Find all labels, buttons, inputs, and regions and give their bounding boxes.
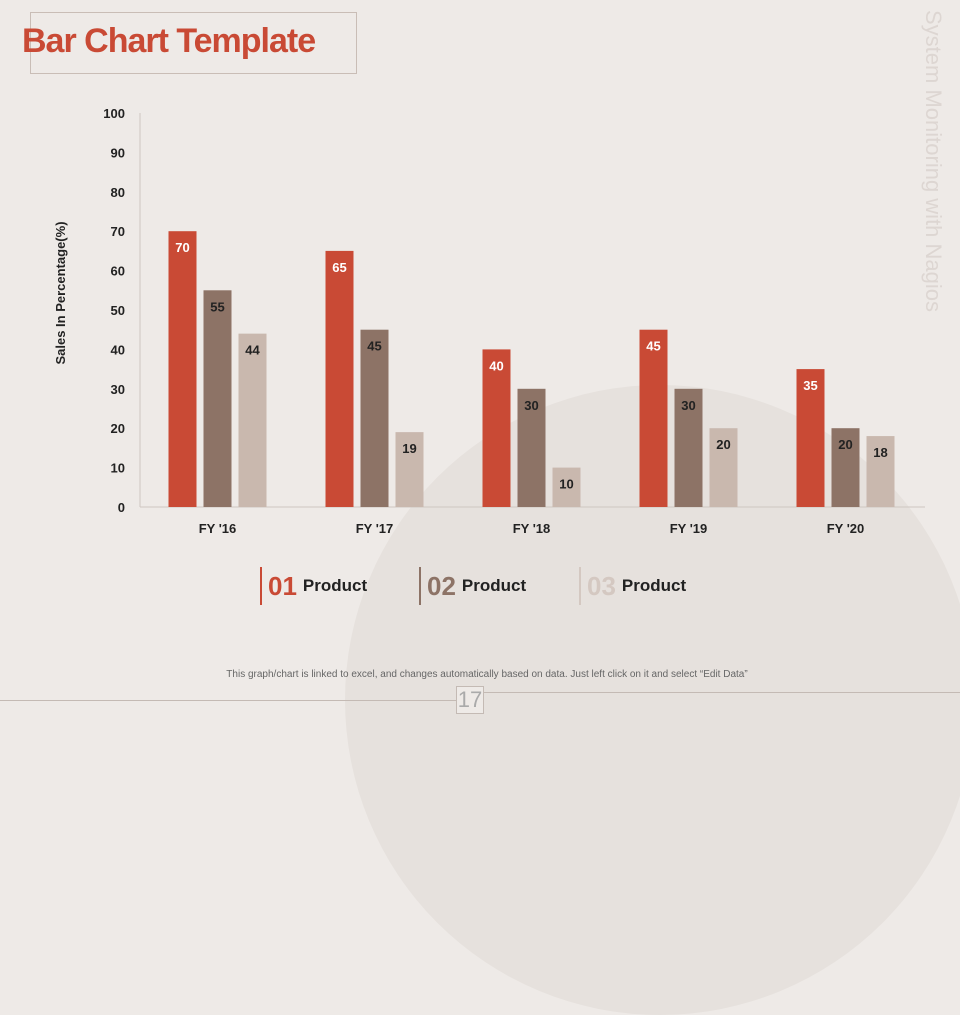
legend-marker (579, 567, 581, 605)
bar-series-1 (325, 250, 354, 507)
legend-number: 03 (587, 570, 616, 601)
bar-chart: 0 10 20 30 40 50 60 70 80 90 100 Sales In Percentag… (53, 106, 925, 536)
legend-number: 01 (268, 570, 297, 601)
bar-series-2 (831, 428, 860, 507)
bar-series-3 (552, 467, 581, 507)
y-tick-label: 70 (111, 224, 125, 239)
y-tick-label: 40 (111, 342, 125, 357)
legend-label: Product (461, 576, 527, 595)
x-tick-label: FY '18 (513, 521, 551, 536)
bar-series-3 (238, 333, 267, 507)
x-tick-label: FY '20 (827, 521, 865, 536)
legend-label: Product (621, 576, 687, 595)
y-tick-label: 30 (111, 382, 125, 397)
bar-series-1 (482, 349, 511, 507)
bar-series-1 (168, 231, 197, 507)
bar-series-1 (796, 369, 825, 507)
data-label: 45 (367, 339, 381, 354)
y-axis-title: Sales In Percentage(%) (53, 221, 68, 364)
data-label: 30 (681, 398, 695, 413)
y-tick-label: 60 (111, 264, 125, 279)
y-tick-label: 10 (111, 461, 125, 476)
y-tick-label: 90 (111, 145, 125, 160)
y-tick-label: 50 (111, 303, 125, 318)
data-label: 10 (559, 477, 573, 492)
data-label: 65 (332, 260, 346, 275)
bar-series-2 (517, 388, 546, 507)
legend-item-1: 01 Product (260, 567, 367, 605)
bar-series-3 (395, 432, 424, 507)
x-tick-label: FY '17 (356, 521, 394, 536)
page-title: Bar Chart Template (22, 22, 316, 60)
data-label: 44 (245, 343, 260, 358)
bar-series-2 (674, 388, 703, 507)
title-frame (30, 12, 357, 74)
bar-series-2 (203, 290, 232, 507)
legend-item-3: 03 Product (579, 567, 686, 605)
x-tick-label: FY '16 (199, 521, 237, 536)
footer-note: This graph/chart is linked to excel, and… (226, 669, 748, 680)
watermark: System Monitoring with Nagios (921, 10, 946, 313)
bar-series-3 (709, 428, 738, 507)
data-label: 70 (175, 240, 189, 255)
legend-marker (260, 567, 262, 605)
data-label: 45 (646, 339, 660, 354)
footer-line-left (0, 700, 456, 701)
y-tick-label: 20 (111, 421, 125, 436)
data-label: 18 (873, 445, 887, 460)
data-label: 55 (210, 299, 224, 314)
y-tick-label: 0 (118, 500, 125, 515)
y-tick-label: 100 (103, 106, 125, 121)
data-label: 35 (803, 378, 817, 393)
bar-series-3 (866, 436, 895, 507)
legend-item-2: 02 Product (419, 567, 526, 605)
legend-label: Product (302, 576, 368, 595)
data-label: 40 (489, 358, 503, 373)
y-tick-label: 80 (111, 185, 125, 200)
data-label: 20 (838, 437, 852, 452)
data-label: 19 (402, 441, 416, 456)
x-tick-label: FY '19 (670, 521, 708, 536)
bar-series-1 (639, 329, 668, 507)
legend-marker (419, 567, 421, 605)
bar-series-2 (360, 329, 389, 507)
legend-number: 02 (427, 570, 456, 601)
page-number: 17 (456, 686, 484, 714)
footer-line-right (484, 692, 960, 693)
data-label: 30 (524, 398, 538, 413)
data-label: 20 (716, 437, 730, 452)
